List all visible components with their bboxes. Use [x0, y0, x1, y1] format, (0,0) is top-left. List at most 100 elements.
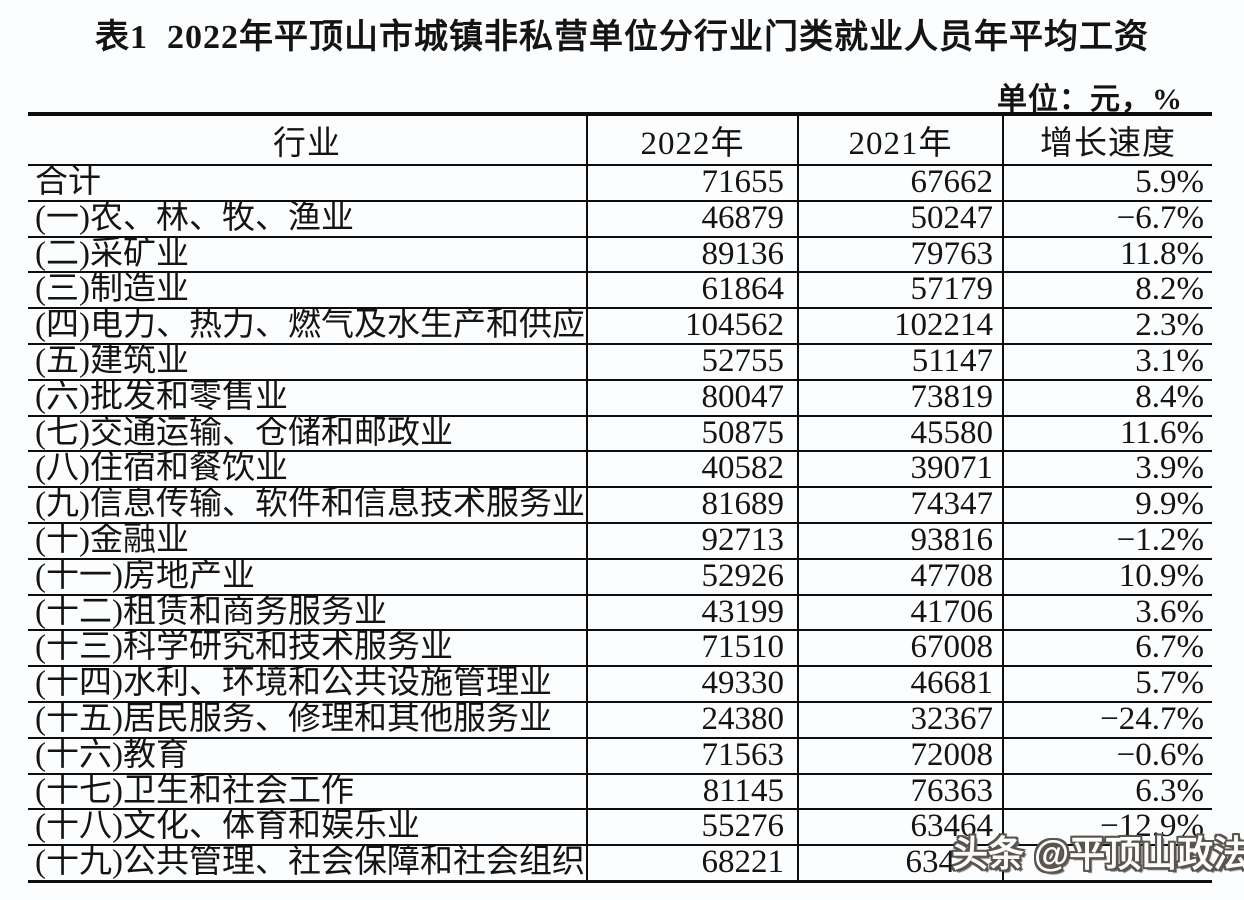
table-row: (十七)卫生和社会工作 81145 76363 6.3% — [28, 773, 1212, 811]
value-2022-cell: 24380 — [586, 701, 798, 739]
growth-cell: 11.6% — [1002, 415, 1212, 453]
growth-cell: −1.2% — [1002, 522, 1212, 560]
col-header-growth: 增长速度 — [1002, 114, 1212, 166]
value-2021-cell: 74347 — [797, 487, 1003, 524]
table-row: (一)农、林、牧、渔业 46879 50247 −6.7% — [28, 200, 1212, 238]
value-2021-cell: 47708 — [797, 558, 1003, 596]
table-row: 合计 71655 67662 5.9% — [28, 165, 1212, 202]
value-2022-cell: 50875 — [586, 415, 798, 453]
value-2021-cell: 46681 — [797, 666, 1003, 703]
header-row: 行业 2022年 2021年 增长速度 — [28, 114, 1212, 166]
page-title: 表1 2022年平顶山市城镇非私营单位分行业门类就业人员年平均工资 — [95, 19, 1149, 56]
growth-cell — [1002, 845, 1212, 882]
growth-cell: 2.3% — [1002, 308, 1212, 345]
value-2021-cell: 67662 — [797, 165, 1003, 202]
industry-cell: (十九)公共管理、社会保障和社会组织 — [35, 845, 585, 881]
growth-cell: 3.6% — [1002, 594, 1212, 632]
value-2021-cell: 93816 — [797, 522, 1003, 560]
table-row: (十一)房地产业 52926 47708 10.9% — [28, 558, 1212, 596]
value-2022-cell: 43199 — [586, 594, 798, 632]
table-row: (十八)文化、体育和娱乐业 55276 63464 −12.9% — [28, 809, 1212, 847]
value-2022-cell: 81145 — [586, 773, 798, 811]
value-2022-cell: 80047 — [586, 379, 798, 417]
growth-cell: 3.1% — [1002, 343, 1212, 381]
growth-cell: 6.7% — [1002, 630, 1212, 668]
value-2021-cell: 41706 — [797, 594, 1003, 632]
value-2021-cell: 102214 — [797, 308, 1003, 345]
table-header: 行业 2022年 2021年 增长速度 — [28, 114, 1212, 166]
growth-cell: 9.9% — [1002, 487, 1212, 524]
watermark: 头条 @平顶山政法 — [952, 833, 1244, 874]
value-2022-cell: 71563 — [586, 737, 798, 775]
value-2021-cell: 67008 — [797, 630, 1003, 668]
industry-cell: (十五)居民服务、修理和其他服务业 — [28, 701, 587, 739]
value-2022-cell: 49330 — [586, 666, 798, 703]
industry-cell: 合计 — [28, 165, 587, 202]
industry-cell: (八)住宿和餐饮业 — [28, 451, 587, 489]
table-row: (十六)教育 71563 72008 −0.6% — [28, 737, 1212, 775]
industry-cell: (一)农、林、牧、渔业 — [28, 200, 587, 238]
growth-cell: −6.7% — [1002, 200, 1212, 238]
industry-cell: (九)信息传输、软件和信息技术服务业 — [28, 487, 587, 524]
growth-cell: 5.7% — [1002, 666, 1212, 703]
industry-cell: (十六)教育 — [28, 737, 587, 775]
value-2022-cell: 61864 — [586, 272, 798, 310]
table-row: (十三)科学研究和技术服务业 71510 67008 6.7% — [28, 630, 1212, 668]
table-row: (五)建筑业 52755 51147 3.1% — [28, 343, 1212, 381]
growth-cell: 10.9% — [1002, 558, 1212, 596]
wage-table: 行业 2022年 2021年 增长速度 合计 71655 67662 5.9% (一)农… — [28, 112, 1212, 883]
growth-cell: −12.9% — [1002, 809, 1212, 847]
industry-cell: (六)批发和零售业 — [28, 379, 587, 417]
value-2021-cell: 76363 — [797, 773, 1003, 811]
table-row: (八)住宿和餐饮业 40582 39071 3.9% — [28, 451, 1212, 489]
table-row: (十二)租赁和商务服务业 43199 41706 3.6% — [28, 594, 1212, 632]
value-2021-cell: 634 — [797, 845, 1003, 882]
table-row: (九)信息传输、软件和信息技术服务业 81689 74347 9.9% — [28, 487, 1212, 524]
table-row: (十四)水利、环境和公共设施管理业 49330 46681 5.7% — [28, 666, 1212, 703]
industry-cell: (五)建筑业 — [28, 343, 587, 381]
industry-cell: (七)交通运输、仓储和邮政业 — [28, 415, 587, 453]
unit-label: 单位：元，% — [997, 83, 1183, 116]
table-row: (七)交通运输、仓储和邮政业 50875 45580 11.6% — [28, 415, 1212, 453]
col-header-2022: 2022年 — [586, 114, 798, 166]
value-2022-cell: 81689 — [586, 487, 798, 524]
industry-cell: (十一)房地产业 — [28, 558, 587, 596]
table-row: (十五)居民服务、修理和其他服务业 24380 32367 −24.7% — [28, 701, 1212, 739]
value-2022-cell: 40582 — [586, 451, 798, 489]
industry-cell: (十七)卫生和社会工作 — [28, 773, 587, 811]
value-2022-cell: 55276 — [586, 809, 798, 847]
growth-cell: 5.9% — [1002, 165, 1212, 202]
value-2022-cell: 71510 — [586, 630, 798, 668]
value-2021-cell: 39071 — [797, 451, 1003, 489]
industry-cell: (三)制造业 — [28, 272, 587, 310]
value-2021-cell: 57179 — [797, 272, 1003, 310]
col-header-industry: 行业 — [28, 114, 587, 166]
table-row: (十)金融业 92713 93816 −1.2% — [28, 522, 1212, 560]
value-2022-cell: 92713 — [586, 522, 798, 560]
table-row: (十九)公共管理、社会保障和社会组织 68221 634 — [28, 845, 1212, 882]
col-header-2021: 2021年 — [797, 114, 1003, 166]
value-2022-cell: 89136 — [586, 236, 798, 274]
value-2022-cell: 52755 — [586, 343, 798, 381]
value-2021-cell: 32367 — [797, 701, 1003, 739]
value-2021-cell: 45580 — [797, 415, 1003, 453]
table-body: 合计 71655 67662 5.9% (一)农、林、牧、渔业 46879 50247 −6.… — [28, 165, 1212, 882]
value-2022-cell: 46879 — [586, 200, 798, 238]
growth-cell: 3.9% — [1002, 451, 1212, 489]
industry-cell: (十四)水利、环境和公共设施管理业 — [28, 666, 587, 703]
growth-cell: −24.7% — [1002, 701, 1212, 739]
value-2022-cell: 68221 — [586, 845, 798, 882]
value-2021-cell: 51147 — [797, 343, 1003, 381]
table-row: (三)制造业 61864 57179 8.2% — [28, 272, 1212, 310]
growth-cell: −0.6% — [1002, 737, 1212, 775]
industry-cell: (十三)科学研究和技术服务业 — [28, 630, 587, 668]
growth-cell: 11.8% — [1002, 236, 1212, 274]
value-2022-cell: 52926 — [586, 558, 798, 596]
value-2022-cell: 104562 — [586, 308, 798, 345]
industry-cell: (十八)文化、体育和娱乐业 — [28, 809, 587, 847]
value-2021-cell: 79763 — [797, 236, 1003, 274]
value-2021-cell: 73819 — [797, 379, 1003, 417]
industry-cell: (二)采矿业 — [28, 236, 587, 274]
industry-cell: (十二)租赁和商务服务业 — [28, 594, 587, 632]
table-row: (二)采矿业 89136 79763 11.8% — [28, 236, 1212, 274]
